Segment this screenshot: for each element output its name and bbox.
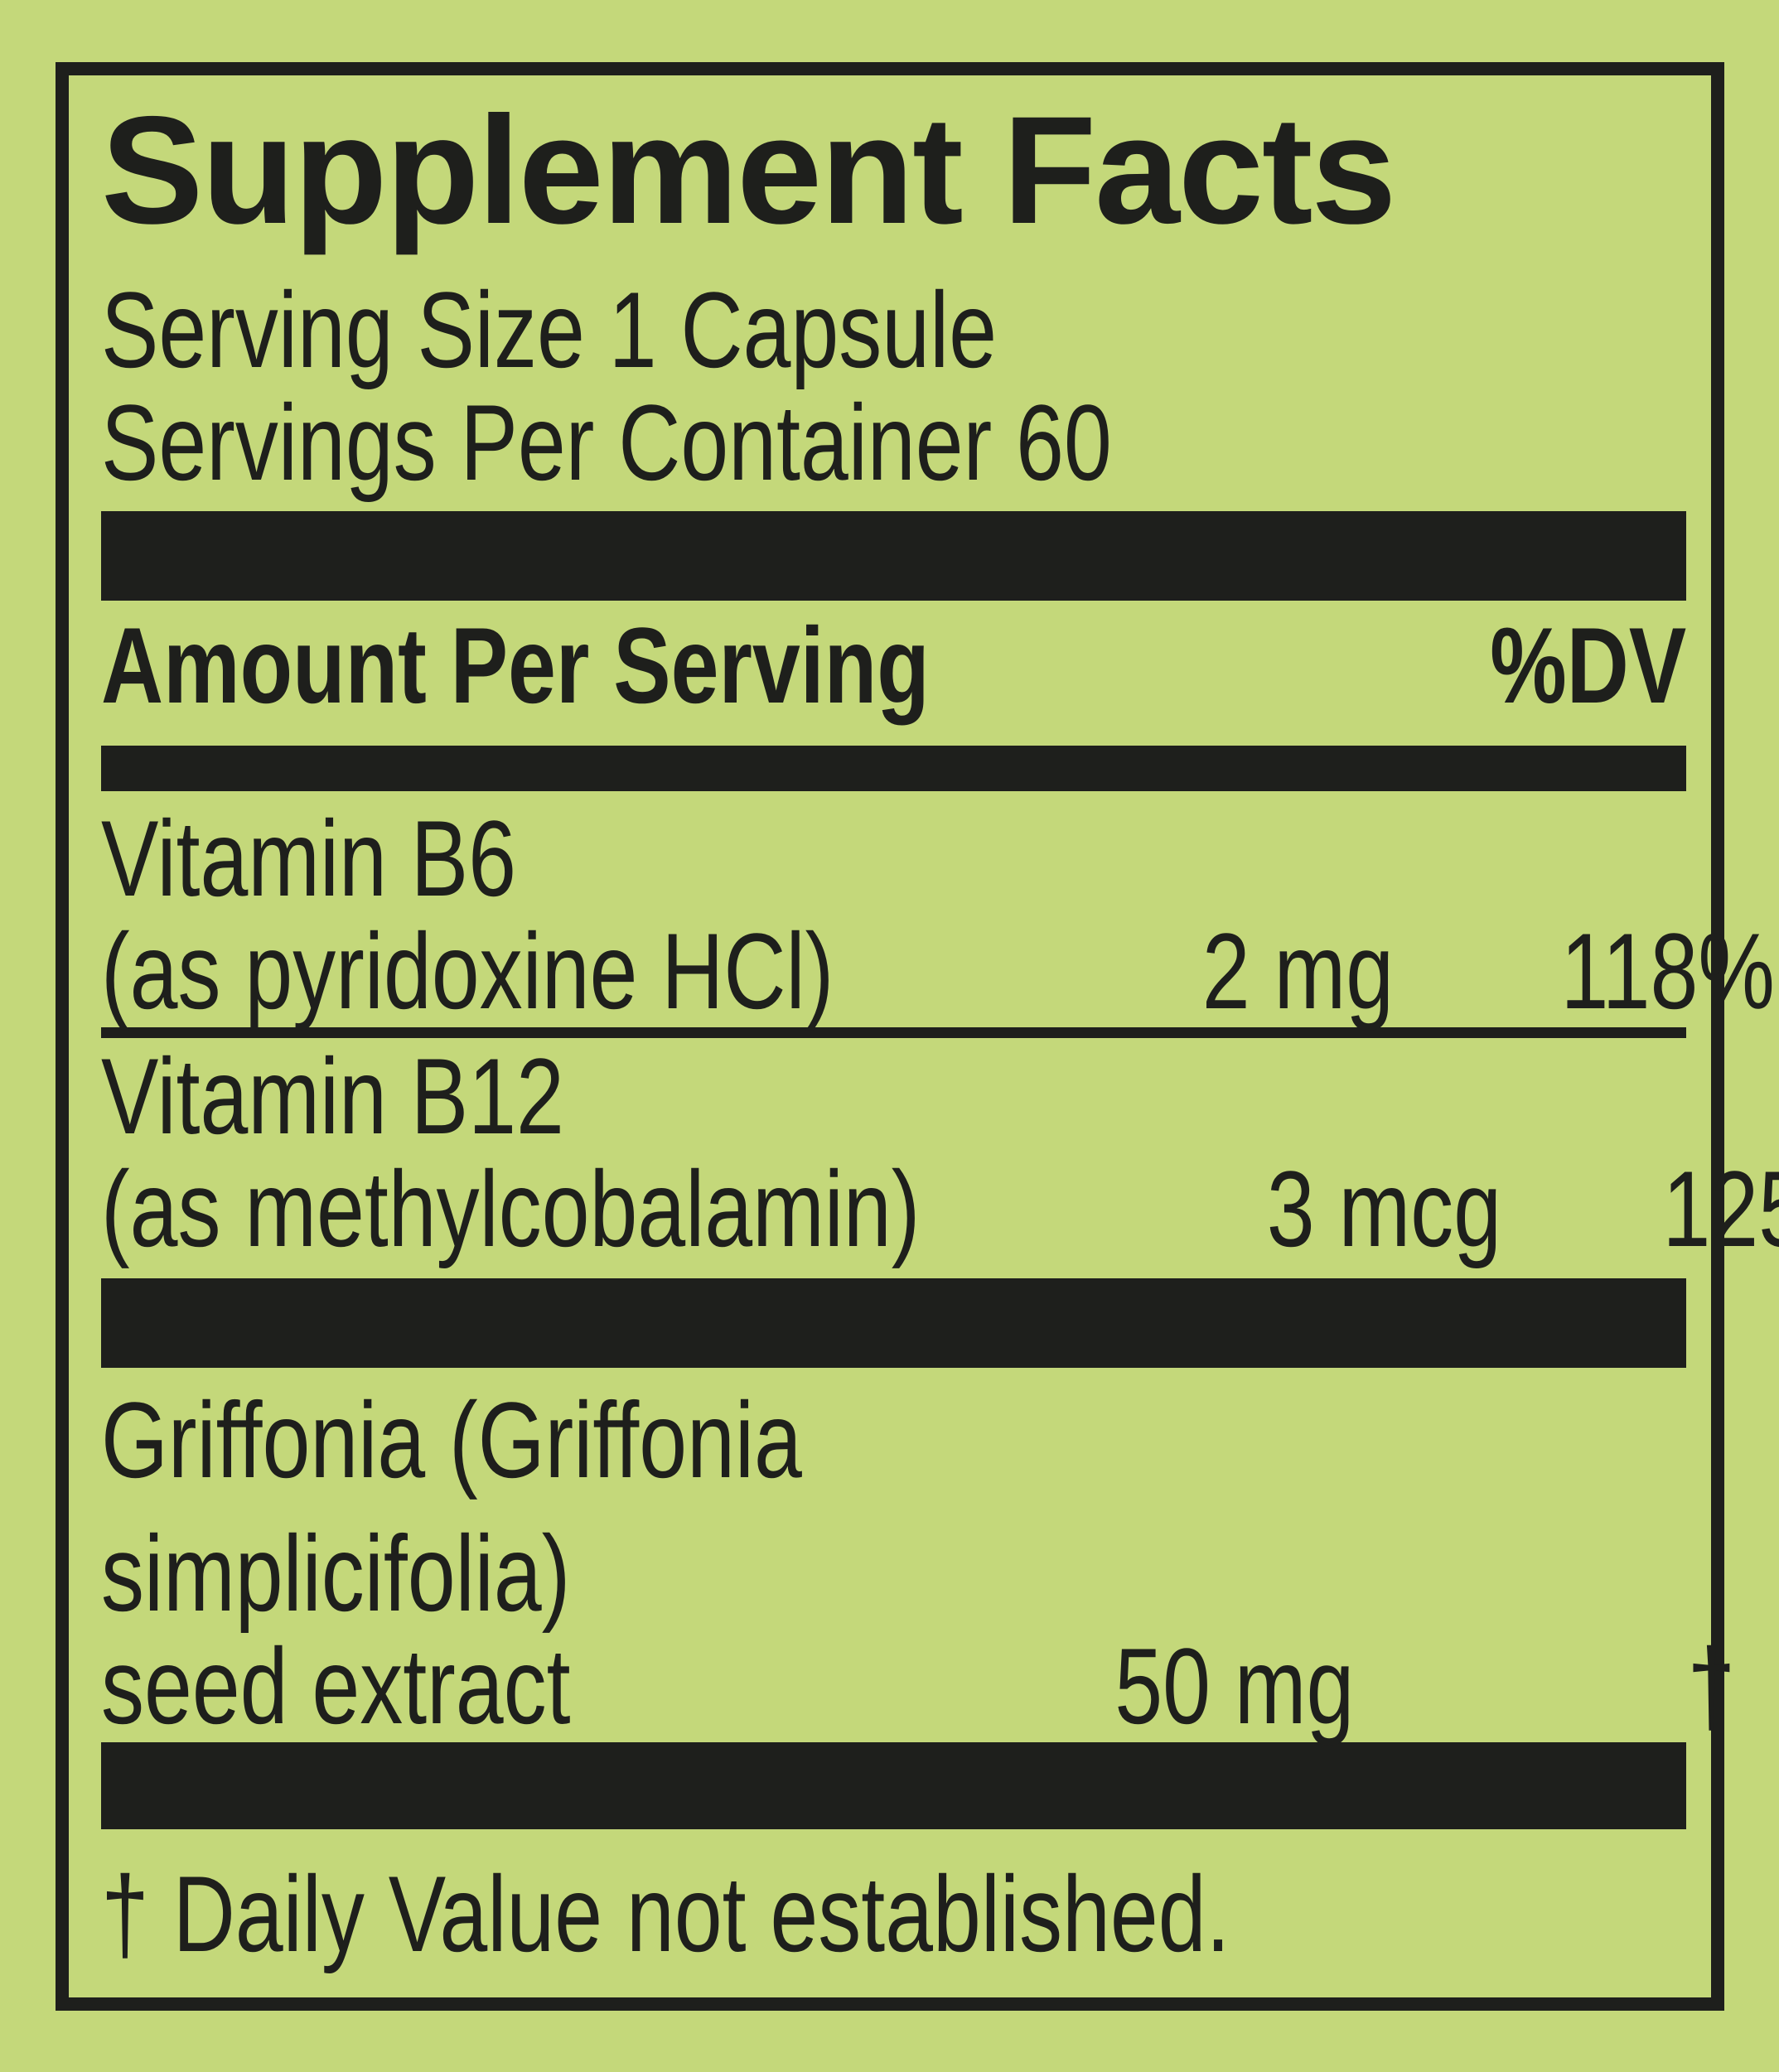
ingredient-amount: 50 mg: [1114, 1625, 1355, 1746]
serving-size-text: Serving Size 1 Capsule: [101, 269, 998, 390]
ingredient-name-line: simplicifolia): [101, 1513, 571, 1634]
ingredient-name: Vitamin B6 (as pyridoxine HCl): [101, 802, 1017, 1027]
ingredient-name: Vitamin B12 (as methylcobalamin): [101, 1040, 1124, 1265]
ingredient-dv-dagger: †: [1687, 1625, 1736, 1746]
dv-header: %DV: [1490, 605, 1686, 726]
ingredient-row-vitamin-b6: Vitamin B6 (as pyridoxine HCl) 2 mg 118%: [101, 802, 1775, 1031]
ingredient-row-griffonia: Griffonia (Griffonia simplicifolia) seed…: [101, 1384, 1735, 1746]
column-header-row: Amount Per Serving %DV: [101, 609, 1686, 722]
ingredient-name-line: (as methylcobalamin): [101, 1148, 921, 1269]
panel-title-text: Supplement Facts: [101, 85, 1396, 256]
separator-bar-thick-middle: [101, 1278, 1686, 1368]
separator-bar-thick-top: [101, 511, 1686, 601]
ingredient-name-line: Vitamin B6: [101, 798, 517, 919]
servings-per-container-line: Servings Per Container 60: [101, 386, 1686, 499]
supplement-facts-panel: Supplement Facts Serving Size 1 Capsule …: [56, 62, 1779, 2011]
panel-title: Supplement Facts: [101, 88, 1686, 254]
ingredient-amount: 2 mg: [1202, 910, 1395, 1031]
ingredient-name-line: Griffonia (Griffonia: [101, 1379, 802, 1500]
ingredient-dv: 118%: [1561, 910, 1776, 1031]
ingredient-name: Griffonia (Griffonia simplicifolia) seed…: [101, 1384, 977, 1742]
serving-info: Serving Size 1 Capsule Servings Per Cont…: [101, 273, 1686, 499]
row-divider: [101, 1027, 1686, 1038]
amount-per-serving-header: Amount Per Serving: [101, 605, 930, 726]
separator-bar-medium: [101, 746, 1686, 791]
separator-bar-thick-bottom: [101, 1742, 1686, 1829]
servings-per-container-text: Servings Per Container 60: [101, 382, 1112, 503]
serving-size-line: Serving Size 1 Capsule: [101, 273, 1686, 386]
footnote: † Daily Value not established.: [101, 1857, 1686, 1970]
ingredient-amount: 3 mcg: [1267, 1148, 1502, 1269]
footnote-text: † Daily Value not established.: [101, 1853, 1230, 1974]
ingredient-name-line: (as pyridoxine HCl): [101, 910, 834, 1031]
ingredient-name-line: Vitamin B12: [101, 1036, 564, 1157]
ingredient-name-line: seed extract: [101, 1625, 571, 1746]
ingredient-dv: 125%: [1662, 1148, 1779, 1269]
ingredient-row-vitamin-b12: Vitamin B12 (as methylcobalamin) 3 mcg 1…: [101, 1040, 1779, 1269]
